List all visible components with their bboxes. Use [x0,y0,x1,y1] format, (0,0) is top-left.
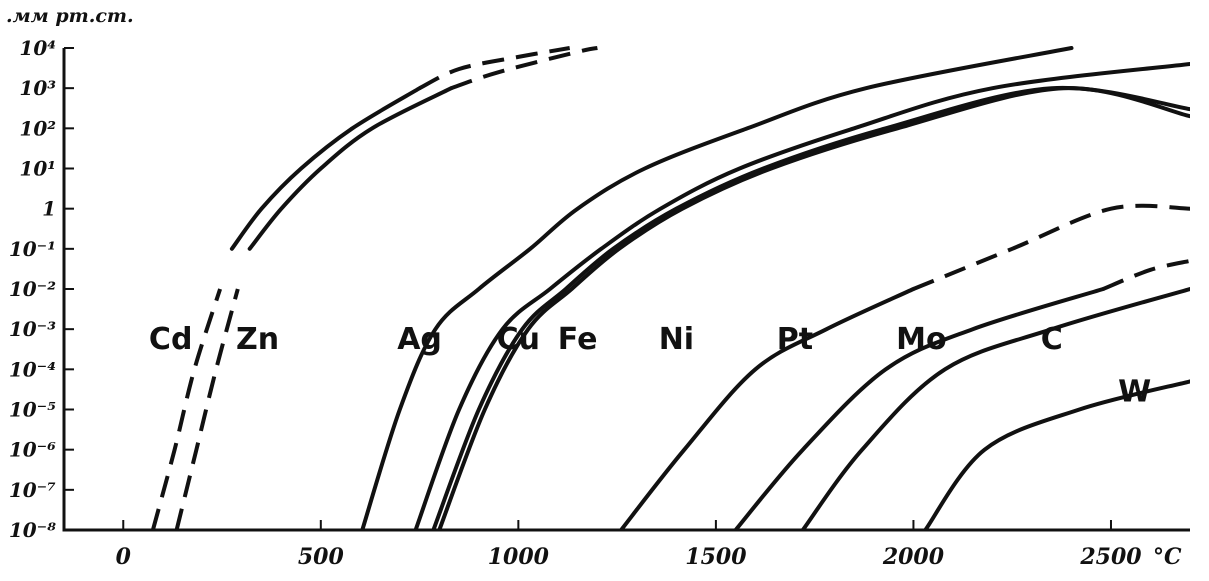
series-cd-line [229,86,422,251]
series-label-fe: Fe [558,322,598,357]
plot-area: 10⁴ 10³ 10² 10¹ 1 10⁻¹ 10⁻² 10⁻³ 10⁻⁴ 10⁻⁵ 10⁻⁶ 10⁻… [9,36,1190,570]
series-pt-line [619,287,916,530]
series-label-pt: Pt [777,322,813,357]
y-tick-label: 10⁻³ [9,317,56,341]
series-label-w: W [1118,374,1151,409]
series-label-ni: Ni [659,322,694,357]
series-zn-dashed-high [450,46,598,91]
axes [62,48,1190,532]
series-w-line [923,379,1190,530]
y-tick-label: 10⁻² [9,277,56,301]
series-pt-dashed-high [912,203,1190,291]
y-tick-label: 10⁻¹ [9,237,56,261]
series-cu-line [413,62,1190,530]
x-tick-label: 500 [298,544,345,570]
y-tick-label: 10⁻⁶ [9,438,56,462]
series-zn-line [247,86,454,251]
x-tick-label: 1500 [685,544,747,570]
series-zn-dashed-low [174,288,240,530]
series-label-mo: Mo [896,322,946,357]
y-tick-label: 10³ [19,76,56,100]
series-cd-dashed-high [418,46,571,90]
series-label-cu: Cu [497,322,540,357]
x-tick-label: 1000 [488,544,550,570]
x-unit-label: °C [1153,544,1182,570]
y-tick-label: 10² [19,116,56,140]
y-tick-label: 10⁻⁸ [9,518,56,542]
x-tick-label: 0 [116,544,132,570]
series-ni-line [437,86,1190,530]
series-mo-line [733,287,1106,530]
series-label-zn: Zn [236,322,279,357]
series-label-cd: Cd [149,322,193,357]
series-cd-dashed-low [150,288,223,530]
y-tick-label: 10⁻⁴ [9,357,56,381]
series-mo-dashed-high [1102,258,1190,291]
y-tick-label: 10⁻⁷ [9,478,56,502]
y-tick-label: 10¹ [19,157,56,181]
y-tick-label: 10⁻⁵ [9,398,56,422]
y-tick-label: 10⁴ [19,36,56,60]
x-tick-label: 2500 [1079,544,1142,570]
y-unit-label: .мм рт.ст. [6,5,134,27]
series-ag-line [360,46,1074,530]
series-label-ag: Ag [397,322,442,357]
series-fe-line [431,85,1190,530]
series-label-c: C [1041,322,1063,357]
series-c-line [800,287,1190,530]
x-tick-label: 2000 [882,544,945,570]
y-tick-label: 1 [42,197,56,221]
